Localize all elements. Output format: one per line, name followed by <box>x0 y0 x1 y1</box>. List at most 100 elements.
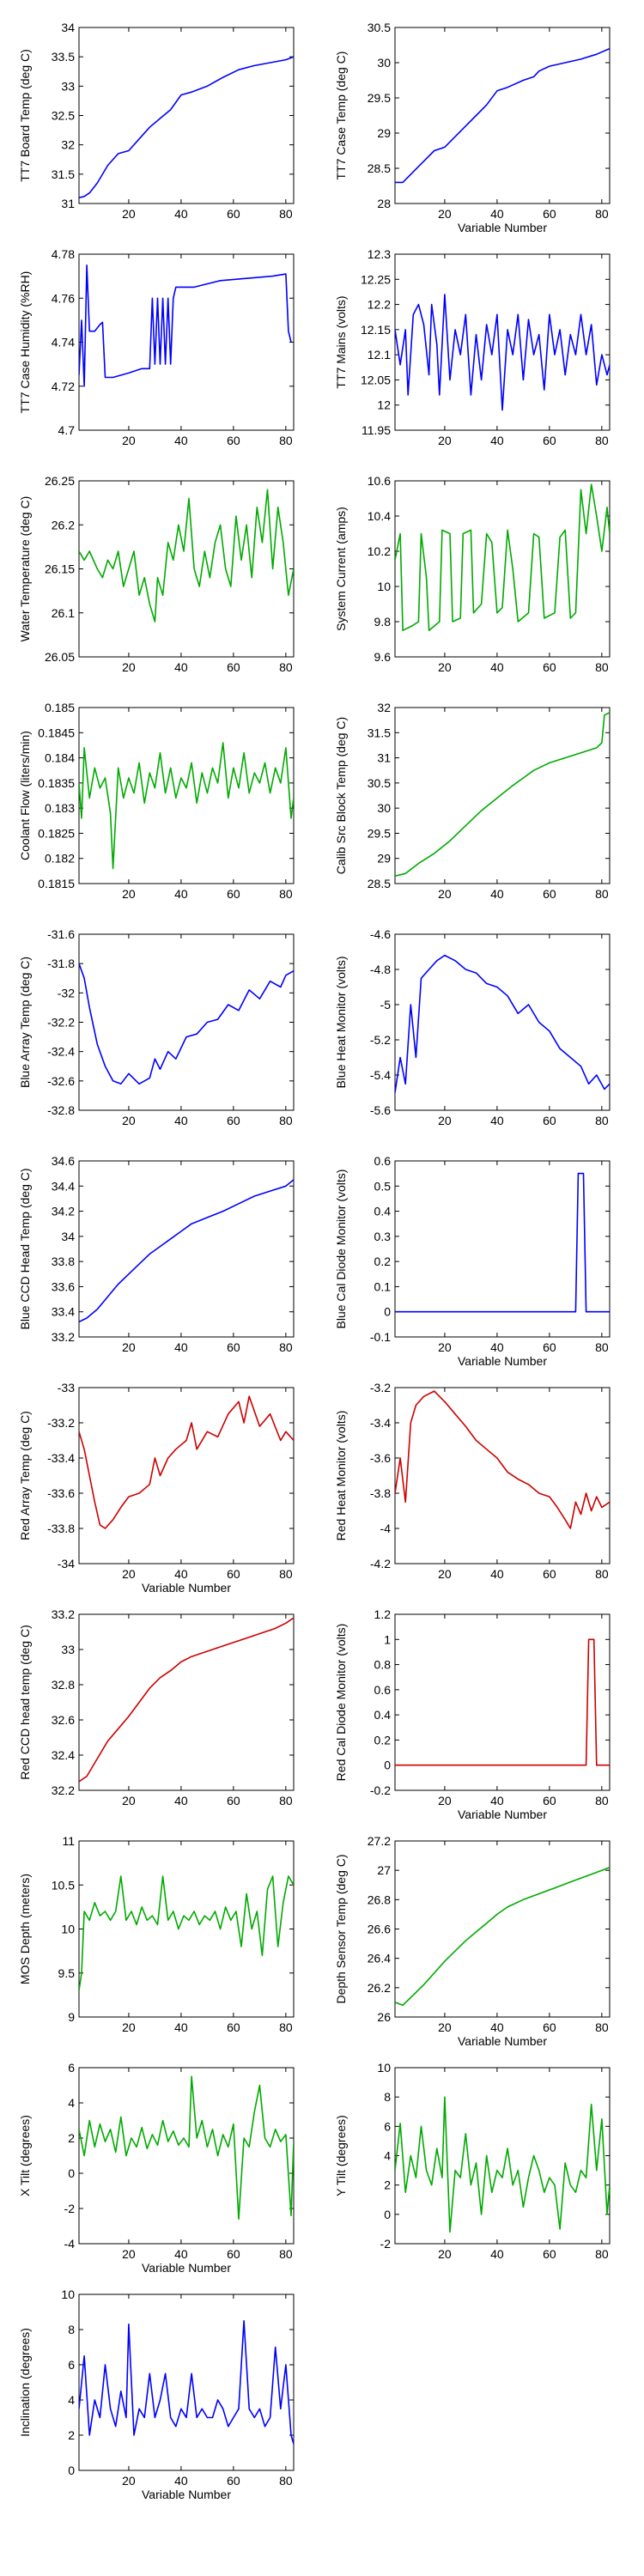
axes-box <box>78 1160 295 1338</box>
y-tick-label: 27.2 <box>368 1834 391 1848</box>
y-tick-label: -33.4 <box>47 1451 75 1465</box>
x-tick-label: 20 <box>122 2247 136 2261</box>
x-tick-label: 20 <box>122 887 136 901</box>
x-tick-label: 20 <box>438 1567 452 1581</box>
y-axis-label: TT7 Board Temp (deg C) <box>18 49 32 182</box>
series-line <box>79 1617 294 1783</box>
axes-box <box>394 1387 611 1564</box>
x-tick-label: 40 <box>174 2247 188 2261</box>
y-tick-label: -4 <box>64 2237 76 2251</box>
chart-panel-18: 26 26.2 26.4 26.6 26.8 27 27.2 20 40 60 80 Depth Se… <box>334 1834 611 2048</box>
x-axis-label: Variable Number <box>142 2488 231 2501</box>
y-tick-label: 26.6 <box>368 1923 391 1936</box>
y-tick-label: 30.5 <box>368 21 391 34</box>
y-tick-label: 0.4 <box>374 1708 392 1722</box>
y-tick-label: 12.2 <box>368 298 391 312</box>
x-tick-label: 80 <box>279 660 293 674</box>
y-axis-label: TT7 Mains (volts) <box>334 295 348 388</box>
y-tick-label: -3.2 <box>370 1381 391 1394</box>
y-tick-label: 0.1825 <box>38 826 75 840</box>
y-tick-label: 10.5 <box>52 1878 75 1892</box>
x-tick-label: 40 <box>174 887 188 901</box>
y-tick-label: 28 <box>377 197 391 210</box>
y-tick-label: 34 <box>61 1230 75 1243</box>
series-line <box>395 1390 610 1529</box>
x-tick-label: 40 <box>174 2474 188 2488</box>
x-tick-label: 20 <box>438 2247 452 2261</box>
chart-panel-20: -2 0 2 4 6 8 10 20 40 60 80 Y Tilt (degrees) <box>334 2061 611 2261</box>
y-tick-label: 6 <box>68 2358 75 2372</box>
y-tick-label: 28.5 <box>368 877 391 890</box>
y-tick-label: 4.7 <box>58 423 76 437</box>
x-tick-label: 60 <box>227 207 240 221</box>
x-tick-label: 60 <box>227 887 240 901</box>
y-tick-label: 34.6 <box>52 1154 75 1168</box>
axes-box <box>394 1613 611 1791</box>
x-tick-label: 20 <box>122 1794 136 1807</box>
x-tick-label: 60 <box>227 1567 240 1581</box>
x-tick-label: 60 <box>543 2020 556 2034</box>
axes-box <box>394 933 611 1111</box>
series-line <box>79 264 292 387</box>
x-tick-label: 40 <box>174 1340 188 1354</box>
y-axis-label: Blue CCD Head Temp (deg C) <box>18 1168 32 1329</box>
y-tick-label: -32.4 <box>47 1045 75 1059</box>
y-tick-label: -33.6 <box>47 1486 75 1500</box>
y-axis-label: Blue Array Temp (deg C) <box>18 957 32 1088</box>
x-tick-label: 60 <box>543 207 556 221</box>
x-tick-label: 20 <box>438 207 452 221</box>
y-tick-label: 32.8 <box>52 1678 75 1692</box>
y-tick-label: -31.8 <box>47 957 75 970</box>
x-tick-label: 80 <box>279 2020 293 2034</box>
y-tick-label: 12.25 <box>361 272 391 286</box>
y-tick-label: 9 <box>68 2010 75 2024</box>
y-tick-label: -0.1 <box>370 1330 391 1344</box>
y-tick-label: 29 <box>377 126 391 140</box>
y-tick-label: 0.185 <box>45 701 75 714</box>
y-tick-label: 10 <box>377 580 391 593</box>
series-line <box>79 2075 294 2221</box>
y-tick-label: 29.5 <box>368 826 391 840</box>
axes-box <box>78 480 295 658</box>
y-tick-label: -5.2 <box>370 1033 391 1047</box>
y-axis-label: X Tilt (degrees) <box>18 2115 32 2196</box>
y-tick-label: 2 <box>68 2131 75 2145</box>
y-tick-label: 10.2 <box>368 544 391 558</box>
y-tick-label: 27 <box>377 1863 391 1877</box>
y-axis-label: Coolant Flow (liters/min) <box>18 731 32 860</box>
y-tick-label: -33.8 <box>47 1522 75 1535</box>
y-tick-label: 6 <box>384 2119 391 2133</box>
y-tick-label: -34 <box>58 1557 75 1571</box>
x-tick-label: 20 <box>122 1114 136 1127</box>
axes-box <box>78 2067 295 2245</box>
x-axis-label: Variable Number <box>142 2261 231 2275</box>
y-tick-label: -3.6 <box>370 1451 391 1465</box>
axes-box <box>394 27 611 204</box>
axes-box <box>78 1840 295 2018</box>
y-tick-label: -5.4 <box>370 1068 391 1082</box>
y-tick-label: 12.1 <box>368 348 391 361</box>
y-tick-label: 12.15 <box>361 323 391 337</box>
x-tick-label: 40 <box>490 2020 504 2034</box>
x-tick-label: 40 <box>174 1114 188 1127</box>
x-tick-label: 40 <box>174 207 188 221</box>
x-tick-label: 40 <box>490 2247 504 2261</box>
y-tick-label: 4.72 <box>52 380 75 393</box>
chart-panel-5: 26.05 26.1 26.15 26.2 26.25 20 40 60 80 Water Tem… <box>18 474 295 674</box>
y-tick-label: 0.2 <box>374 1255 392 1268</box>
x-tick-label: 40 <box>490 1114 504 1127</box>
y-axis-label: Red Array Temp (deg C) <box>18 1411 32 1540</box>
x-tick-label: 60 <box>227 2474 240 2488</box>
y-tick-label: 0.8 <box>374 1658 392 1672</box>
y-tick-label: 0.184 <box>45 751 75 765</box>
y-tick-label: 9.8 <box>374 615 392 629</box>
y-tick-label: 26.2 <box>52 518 75 532</box>
x-tick-label: 80 <box>279 207 293 221</box>
y-tick-label: 0.6 <box>374 1683 392 1697</box>
y-tick-label: 32 <box>377 701 391 714</box>
series-line <box>395 712 610 877</box>
axes-box <box>394 707 611 884</box>
x-tick-label: 60 <box>543 1794 556 1807</box>
chart-panel-14: -4.2 -4 -3.8 -3.6 -3.4 -3.2 20 40 60 80 Red Heat M… <box>334 1381 611 1581</box>
series-line <box>395 1172 610 1313</box>
